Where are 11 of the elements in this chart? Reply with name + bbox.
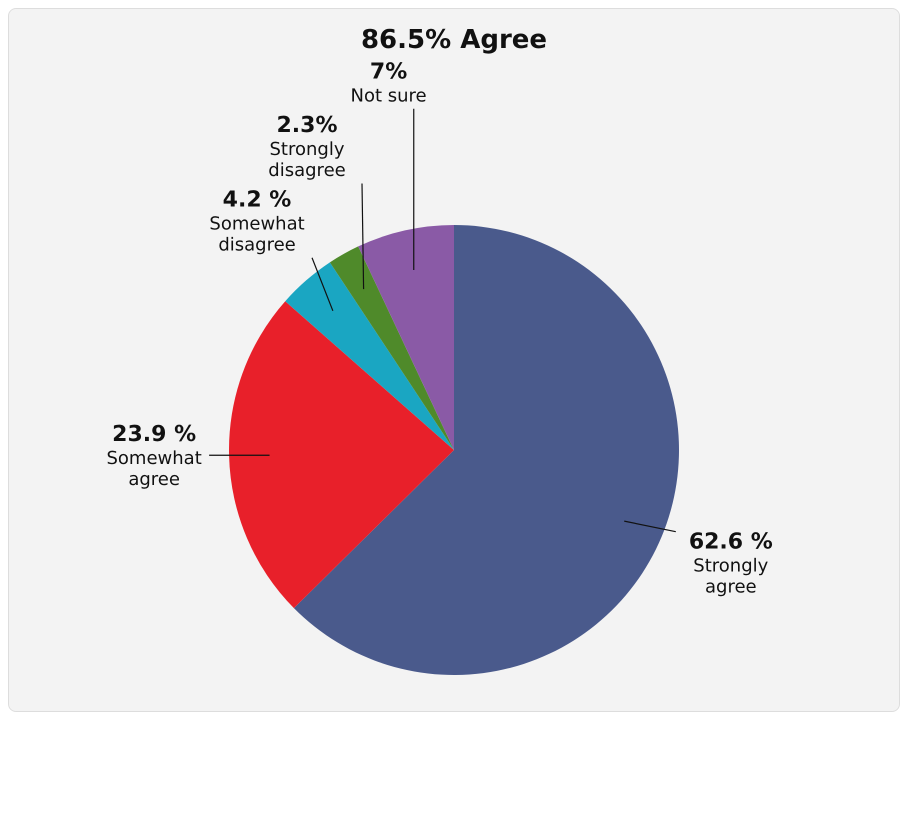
data-label: 62.6 % <box>688 529 773 554</box>
slice-label: Not sure <box>350 85 427 106</box>
slice-label: Strongly disagree <box>268 139 346 182</box>
slice-label: Somewhat agree <box>106 448 202 490</box>
chart-title: 86.5% Agree <box>360 25 548 55</box>
slice-label: Strongly agree <box>693 555 769 598</box>
data-label: 23.9 % <box>112 422 196 448</box>
data-label: 4.2 % <box>222 187 292 212</box>
data-label: 7% <box>370 59 408 84</box>
slice-label: Somewhat disagree <box>209 213 305 256</box>
data-label: 2.3% <box>276 113 338 138</box>
